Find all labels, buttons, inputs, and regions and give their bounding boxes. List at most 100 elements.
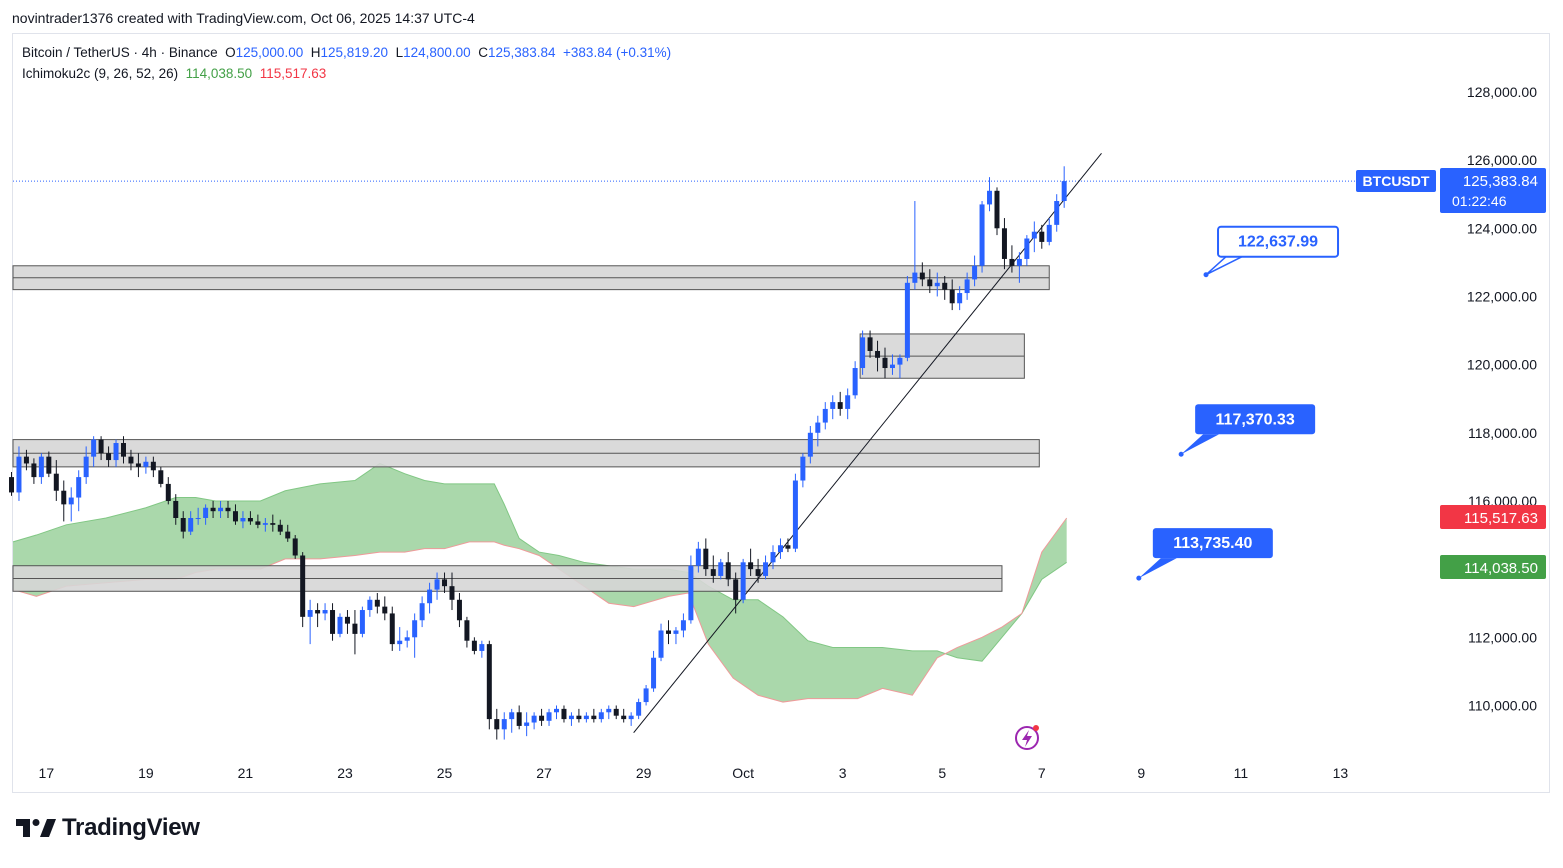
time-axis: 17 19 21 23 25 27 29 Oct 3 5 7 9 11 13 bbox=[39, 765, 1349, 781]
candle bbox=[867, 330, 873, 358]
candle bbox=[382, 596, 388, 621]
candle-body bbox=[912, 272, 918, 283]
candles bbox=[9, 166, 1067, 740]
candle bbox=[800, 453, 806, 488]
candle-body bbox=[203, 507, 209, 518]
candle bbox=[621, 708, 627, 723]
candle-body bbox=[389, 613, 395, 645]
candle bbox=[225, 500, 231, 518]
candle-body bbox=[1061, 181, 1067, 202]
event-lightning-icon bbox=[1015, 725, 1039, 750]
candle bbox=[688, 555, 694, 624]
candle bbox=[113, 439, 119, 467]
candle bbox=[516, 705, 522, 730]
candle-body bbox=[23, 456, 29, 464]
candle bbox=[307, 599, 313, 645]
symbol-badge-text: BTCUSDT bbox=[1363, 173, 1430, 189]
time-tick-label: 13 bbox=[1333, 765, 1349, 781]
candle bbox=[1061, 166, 1067, 208]
price-tick-label: 128,000.00 bbox=[1467, 84, 1537, 100]
callout-box bbox=[1195, 404, 1316, 435]
candle-body bbox=[120, 443, 126, 457]
event-icon-bolt bbox=[1022, 730, 1032, 747]
candle-body bbox=[889, 364, 895, 369]
price-tick-label: 120,000.00 bbox=[1467, 357, 1537, 373]
candle bbox=[218, 500, 224, 518]
candle-body bbox=[703, 548, 709, 570]
candle bbox=[195, 507, 201, 525]
candle-body bbox=[613, 708, 619, 716]
candle bbox=[434, 572, 440, 600]
candle bbox=[904, 276, 910, 362]
candle-body bbox=[568, 715, 574, 720]
candle bbox=[837, 391, 843, 416]
candle-body bbox=[210, 507, 216, 512]
symbol-badge-bg bbox=[1356, 170, 1436, 192]
callout-value: 113,735.40 bbox=[1173, 535, 1252, 552]
candle-body bbox=[240, 518, 246, 522]
symbol-title[interactable]: Bitcoin / TetherUS · 4h · Binance bbox=[22, 45, 218, 60]
time-tick-label: 5 bbox=[938, 765, 946, 781]
candle-body bbox=[128, 456, 134, 464]
candle-body bbox=[725, 562, 731, 580]
candle-body bbox=[38, 456, 44, 478]
candle bbox=[180, 511, 186, 539]
open-label: O bbox=[225, 45, 236, 60]
candle bbox=[875, 340, 881, 372]
candle-body bbox=[531, 715, 537, 723]
candle bbox=[755, 558, 761, 583]
candle bbox=[419, 596, 425, 628]
callout-anchor-dot bbox=[1203, 272, 1209, 278]
candle bbox=[359, 606, 365, 638]
current-price-badge: BTCUSDT 125,383.84 01:22:46 bbox=[1356, 168, 1546, 213]
candle bbox=[763, 555, 769, 580]
time-tick-label: 3 bbox=[839, 765, 847, 781]
indicator-legend: Ichimoku2c (9, 26, 52, 26) 114,038.50 11… bbox=[22, 66, 326, 81]
candle bbox=[16, 446, 22, 501]
time-tick-label: 19 bbox=[138, 765, 154, 781]
candle-body bbox=[748, 562, 754, 570]
candle-body bbox=[53, 473, 59, 491]
candle bbox=[957, 286, 963, 311]
candle-body bbox=[494, 719, 500, 730]
candle-body bbox=[449, 586, 455, 600]
indicator-name[interactable]: Ichimoku2c bbox=[22, 66, 91, 81]
callout-pointer bbox=[1138, 558, 1177, 579]
candle bbox=[531, 712, 537, 730]
candle bbox=[150, 456, 156, 478]
candle-body bbox=[904, 282, 910, 358]
candle-body bbox=[307, 610, 313, 617]
price-badge-bg bbox=[1440, 168, 1546, 213]
candle bbox=[710, 555, 716, 583]
candle bbox=[942, 276, 948, 300]
candle bbox=[987, 177, 993, 212]
candle-body bbox=[150, 461, 156, 471]
candle-body bbox=[516, 712, 522, 726]
candle bbox=[665, 620, 671, 645]
candle bbox=[98, 436, 104, 461]
candle bbox=[1024, 235, 1030, 266]
change-value: +383.84 (+0.31%) bbox=[563, 45, 672, 60]
candle bbox=[464, 616, 470, 648]
candle-body bbox=[285, 531, 291, 539]
callout-box bbox=[1217, 225, 1340, 258]
indicator-badge-bg bbox=[1440, 555, 1546, 579]
candle bbox=[352, 610, 358, 655]
tradingview-logo[interactable]: TradingView bbox=[16, 814, 200, 842]
candle-body bbox=[247, 518, 253, 522]
callout-value: 122,637.99 bbox=[1238, 234, 1318, 251]
candle-body bbox=[718, 562, 724, 576]
candle bbox=[703, 538, 709, 576]
candle-body bbox=[852, 368, 858, 396]
candle bbox=[68, 487, 74, 522]
price-tick-label: 112,000.00 bbox=[1468, 629, 1537, 645]
time-tick-label: 11 bbox=[1234, 765, 1249, 781]
candle-body bbox=[98, 439, 104, 454]
candle bbox=[427, 582, 433, 614]
candle-body bbox=[270, 523, 276, 525]
candle bbox=[748, 548, 754, 576]
candle-body bbox=[763, 562, 769, 576]
candle bbox=[934, 272, 940, 297]
candle-body bbox=[218, 507, 224, 512]
